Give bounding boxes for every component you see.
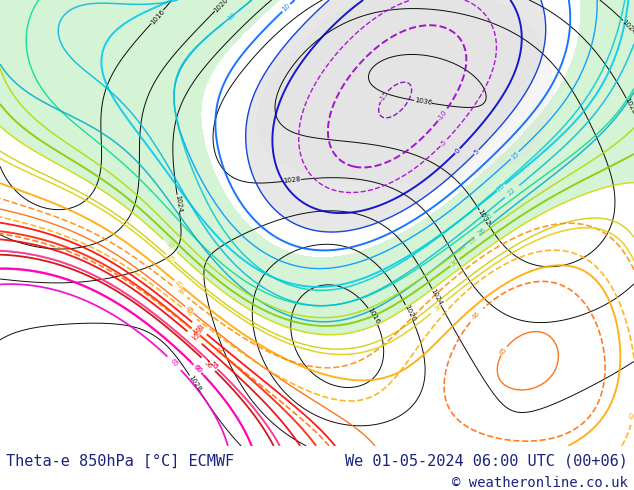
Text: 56: 56 [203,359,214,369]
Text: 1024: 1024 [621,18,634,35]
Text: 38: 38 [174,287,185,297]
Text: 50: 50 [191,327,201,337]
Text: 1020: 1020 [212,0,230,13]
Text: 1028: 1028 [283,176,301,184]
Text: 1024: 1024 [430,288,443,307]
Text: 30: 30 [450,258,460,268]
Text: 60: 60 [192,364,203,374]
Text: 1032: 1032 [477,209,491,227]
Text: -10: -10 [436,109,448,122]
Text: Theta-e 850hPa [°C] ECMWF: Theta-e 850hPa [°C] ECMWF [6,454,235,469]
Text: 1020: 1020 [403,303,416,322]
Text: 0: 0 [454,147,461,154]
Text: 22: 22 [507,186,517,196]
Text: 32: 32 [165,241,176,251]
Text: 10: 10 [281,2,292,13]
Text: 1016: 1016 [149,8,165,25]
Text: 1028: 1028 [624,97,634,116]
Text: 15: 15 [510,150,520,161]
Text: 20: 20 [495,183,506,193]
Text: -5: -5 [439,139,448,147]
Text: © weatheronline.co.uk: © weatheronline.co.uk [452,476,628,490]
Text: 1036: 1036 [414,98,432,106]
Text: 65: 65 [169,358,179,368]
Text: 46: 46 [213,346,224,356]
Text: 40: 40 [173,279,184,289]
Text: 42: 42 [629,411,634,420]
Text: 28: 28 [467,236,478,246]
Text: 55: 55 [209,360,219,370]
Text: 1028: 1028 [187,374,202,392]
Text: 36: 36 [433,302,444,313]
Text: 45: 45 [184,305,195,315]
Text: 48: 48 [194,323,205,333]
Text: 55: 55 [209,360,219,370]
Text: 52: 52 [189,332,200,343]
Text: 26: 26 [476,226,487,237]
Text: 1016: 1016 [366,307,380,325]
Text: 60: 60 [193,364,203,374]
Text: 25: 25 [484,212,495,221]
Text: We 01-05-2024 06:00 UTC (00+06): We 01-05-2024 06:00 UTC (00+06) [345,454,628,469]
Text: 18: 18 [226,12,236,22]
Text: 46: 46 [471,310,482,320]
Text: 42: 42 [184,308,195,318]
Text: 45: 45 [499,345,508,356]
Text: 1024: 1024 [174,194,183,213]
Text: 35: 35 [165,253,176,263]
Text: 5: 5 [473,148,480,156]
Text: -15: -15 [378,90,389,102]
